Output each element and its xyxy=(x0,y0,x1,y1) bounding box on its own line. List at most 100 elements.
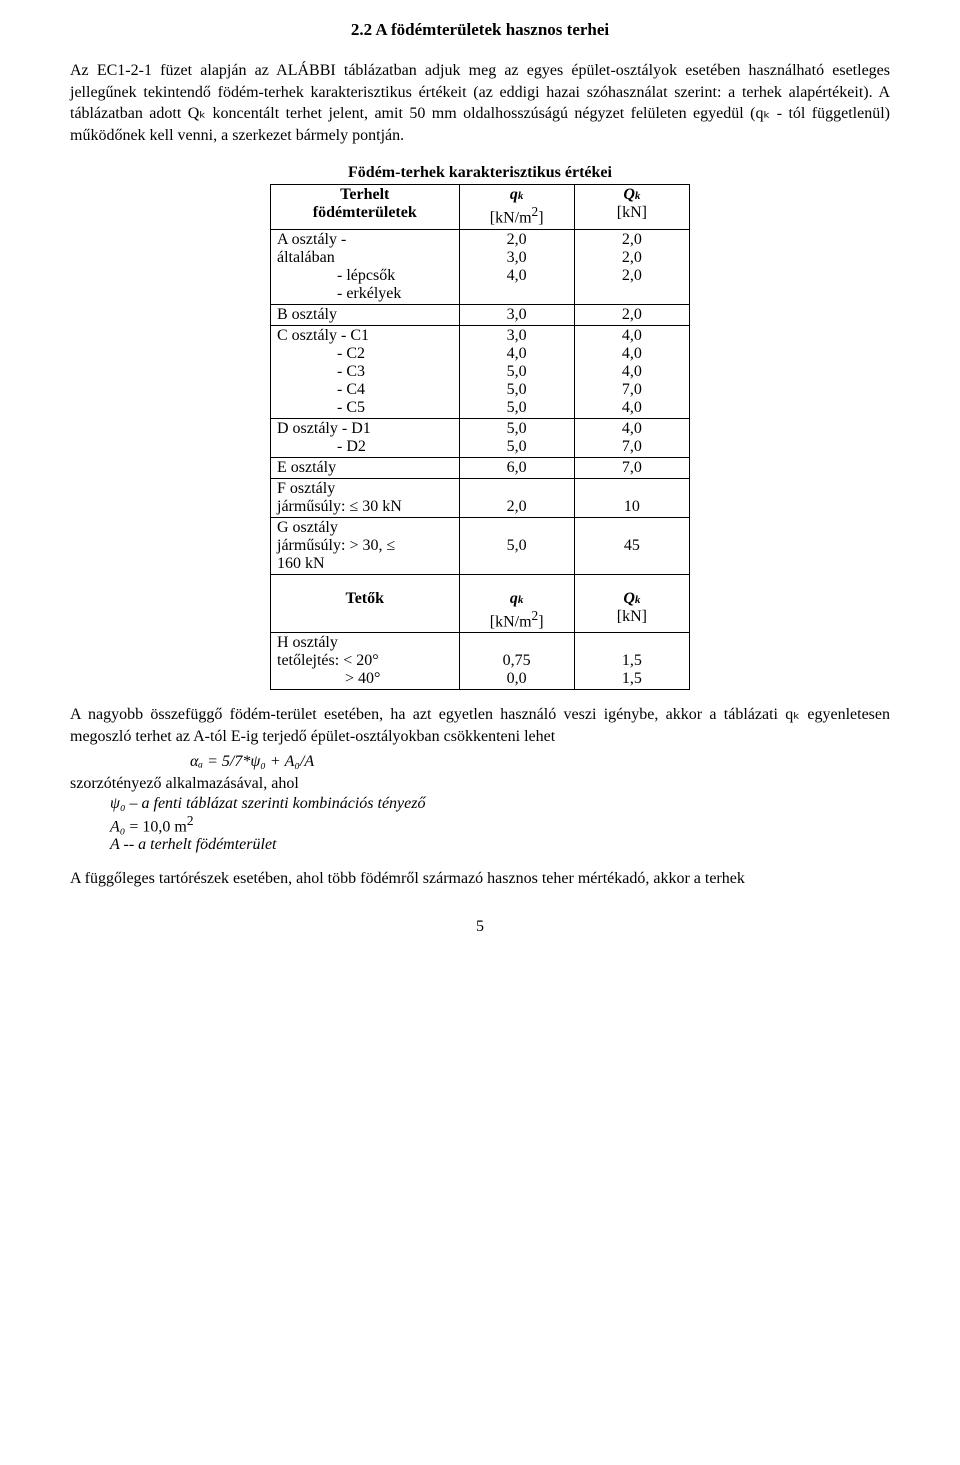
rowA-Q: 2,0 2,0 2,0 xyxy=(574,229,689,304)
rowC-label: C osztály - C1 - C2 - C3 - C4 - C5 xyxy=(271,325,460,418)
rowD-q: 5,0 5,0 xyxy=(459,418,574,457)
qk2-unit-a: [kN/m xyxy=(490,613,532,630)
rowH-q: 0,75 0,0 xyxy=(459,633,574,690)
rowC-Q5: 4,0 xyxy=(622,399,642,416)
rowC-Q: 4,0 4,0 4,0 7,0 4,0 xyxy=(574,325,689,418)
rowH-Q: 1,5 1,5 xyxy=(574,633,689,690)
rowD-l2: - D2 xyxy=(277,438,366,455)
rowC-Q4: 7,0 xyxy=(622,381,642,398)
rowH-l2: tetőlejtés: < 20° xyxy=(277,652,379,669)
rowC-Q1: 4,0 xyxy=(622,327,642,344)
qk-sub: k xyxy=(518,190,524,202)
header-col2: qk [kN/m2] xyxy=(459,185,574,229)
Qk2-sub: k xyxy=(635,594,641,606)
paragraph-reduce: A nagyobb összefüggő födém-terület eseté… xyxy=(70,704,890,747)
rowC-l1: C osztály - C1 xyxy=(277,327,369,344)
rowA-q2: 3,0 xyxy=(507,249,527,266)
rowF-l1: F osztály xyxy=(277,480,335,497)
rowC-l3: - C3 xyxy=(277,363,365,380)
Qk-sub: k xyxy=(635,190,641,202)
rowG-Q-val: 45 xyxy=(624,537,640,554)
rowH-Q2: 1,5 xyxy=(622,670,642,687)
qk2-unit-b: ] xyxy=(538,613,543,630)
qk2-sub: k xyxy=(518,594,524,606)
rowD-Q: 4,0 7,0 xyxy=(574,418,689,457)
rowA-q3: 4,0 xyxy=(507,267,527,284)
rowD-label: D osztály - D1 - D2 xyxy=(271,418,460,457)
rowA-Q2: 2,0 xyxy=(622,249,642,266)
qk-unit-a: [kN/m xyxy=(490,210,532,227)
table-caption: Födém-terhek karakterisztikus értékei xyxy=(270,164,690,182)
section-title: 2.2 A födémterületek hasznos terhei xyxy=(70,20,890,40)
rowC-l2: - C2 xyxy=(277,345,365,362)
rowG-l3: 160 kN xyxy=(277,555,325,572)
rowG-q-val: 5,0 xyxy=(507,537,527,554)
rowD-Q2: 7,0 xyxy=(622,438,642,455)
rowF-q-val: 2,0 xyxy=(507,498,527,515)
rowE-Q: 7,0 xyxy=(574,457,689,478)
rowA-label: A osztály - általában - lépcsők - erkély… xyxy=(271,229,460,304)
rowD-q1: 5,0 xyxy=(507,420,527,437)
paragraph-where: szorzótényező alkalmazásával, ahol xyxy=(70,773,890,795)
rowG-l2: járműsúly: > 30, ≤ xyxy=(277,537,395,554)
rowH-q2: 0,0 xyxy=(507,670,527,687)
Qk-unit: [kN] xyxy=(617,204,647,221)
rowG-label: G osztály járműsúly: > 30, ≤ 160 kN xyxy=(271,517,460,574)
def-A0-a: A₀ xyxy=(110,818,125,835)
rowF-Q: 10 xyxy=(574,478,689,517)
rowH-q1: 0,75 xyxy=(503,652,531,669)
rowC-Q2: 4,0 xyxy=(622,345,642,362)
rowD-Q1: 4,0 xyxy=(622,420,642,437)
rowD-q2: 5,0 xyxy=(507,438,527,455)
rowG-q: 5,0 xyxy=(459,517,574,574)
rowF-l2: járműsúly: ≤ 30 kN xyxy=(277,498,402,515)
header-col3: Qk [kN] xyxy=(574,185,689,229)
def-A0-exp: 2 xyxy=(187,813,194,828)
rowF-q: 2,0 xyxy=(459,478,574,517)
rowA-l4: - erkélyek xyxy=(277,285,401,302)
rowA-q1: 2,0 xyxy=(507,231,527,248)
rowC-Q3: 4,0 xyxy=(622,363,642,380)
rowA-q: 2,0 3,0 4,0 xyxy=(459,229,574,304)
page-number: 5 xyxy=(70,918,890,936)
header-col1-l2: födémterületek xyxy=(313,204,417,221)
rowB-label: B osztály xyxy=(271,304,460,325)
def-A: A -- a terhelt födémterület xyxy=(110,836,276,853)
rowA-l1: A osztály - xyxy=(277,231,346,248)
header2-col3: Qk [kN] xyxy=(574,589,689,633)
rowA-Q3: 2,0 xyxy=(622,267,642,284)
rowB-q: 3,0 xyxy=(459,304,574,325)
Qk2-unit: [kN] xyxy=(617,608,647,625)
load-table: Terhelt födémterületek qk [kN/m2] Qk [kN… xyxy=(270,184,690,690)
definitions: ψ₀ – a fenti táblázat szerinti kombináci… xyxy=(110,795,890,854)
header-col1-l1: Terhelt xyxy=(340,186,389,203)
formula: αₐ = 5/7*ψ₀ + A₀/A xyxy=(190,753,890,771)
qk2-sym: q xyxy=(510,590,518,607)
paragraph-vertical: A függőleges tartórészek esetében, ahol … xyxy=(70,868,890,890)
rowF-label: F osztály járműsúly: ≤ 30 kN xyxy=(271,478,460,517)
Qk-sym: Q xyxy=(623,186,635,203)
rowF-Q-val: 10 xyxy=(624,498,640,515)
rowC-q5: 5,0 xyxy=(507,399,527,416)
rowC-q4: 5,0 xyxy=(507,381,527,398)
load-table-container: Födém-terhek karakterisztikus értékei Te… xyxy=(270,164,690,690)
paragraph-intro: Az EC1-2-1 füzet alapján az ALÁBBI táblá… xyxy=(70,60,890,146)
rowH-l3: > 40° xyxy=(277,670,380,687)
def-A0-b: = 10,0 m xyxy=(125,818,186,835)
header2-col1: Tetők xyxy=(271,589,460,633)
rowA-l3: - lépcsők xyxy=(277,267,395,284)
document-page: 2.2 A födémterületek hasznos terhei Az E… xyxy=(0,0,960,966)
rowE-q: 6,0 xyxy=(459,457,574,478)
rowD-l1: D osztály - D1 xyxy=(277,420,371,437)
rowE-label: E osztály xyxy=(271,457,460,478)
rowH-label: H osztály tetőlejtés: < 20° > 40° xyxy=(271,633,460,690)
rowA-l2: általában xyxy=(277,249,335,266)
qk-unit-b: ] xyxy=(538,210,543,227)
header2-col2: qk [kN/m2] xyxy=(459,589,574,633)
rowH-l1: H osztály xyxy=(277,634,338,651)
Qk2-sym: Q xyxy=(623,590,635,607)
rowA-Q1: 2,0 xyxy=(622,231,642,248)
rowC-l4: - C4 xyxy=(277,381,365,398)
header-col1: Terhelt födémterületek xyxy=(271,185,460,229)
rowB-Q: 2,0 xyxy=(574,304,689,325)
